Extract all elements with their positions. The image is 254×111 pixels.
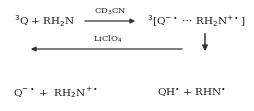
Text: Q$^{-\bullet}$ +  RH$_{2}$N$^{+\bullet}$: Q$^{-\bullet}$ + RH$_{2}$N$^{+\bullet}$ [12,86,97,100]
Text: LiClO$_{4}$: LiClO$_{4}$ [93,34,122,45]
Text: $^{3}$Q + RH$_{2}$N: $^{3}$Q + RH$_{2}$N [14,13,75,29]
Text: $^{3}$[Q$^{-\bullet}$ $\cdots$ RH$_{2}$N$^{+\bullet}$]: $^{3}$[Q$^{-\bullet}$ $\cdots$ RH$_{2}$N… [146,13,244,29]
Text: CD$_{3}$CN: CD$_{3}$CN [93,7,126,17]
Text: QH$^{\bullet}$ + RHN$^{\bullet}$: QH$^{\bullet}$ + RHN$^{\bullet}$ [157,87,226,99]
